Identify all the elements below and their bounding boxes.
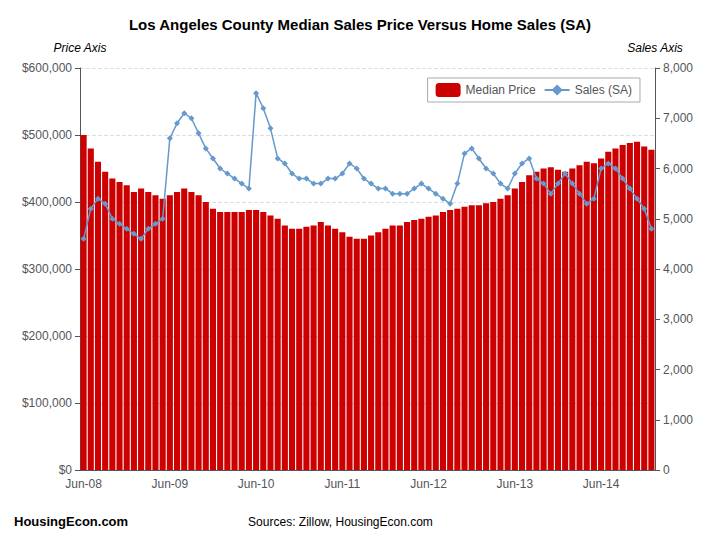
svg-text:Jun-10: Jun-10 xyxy=(238,477,275,491)
svg-text:2,000: 2,000 xyxy=(663,363,693,377)
svg-text:4,000: 4,000 xyxy=(663,262,693,276)
svg-text:0: 0 xyxy=(663,463,670,477)
svg-text:Jun-09: Jun-09 xyxy=(151,477,188,491)
svg-text:Sales Axis: Sales Axis xyxy=(627,41,683,55)
svg-text:Jun-12: Jun-12 xyxy=(410,477,447,491)
svg-text:3,000: 3,000 xyxy=(663,312,693,326)
svg-text:Sources: Zillow, HousingEcon.c: Sources: Zillow, HousingEcon.com xyxy=(248,515,433,529)
svg-text:5,000: 5,000 xyxy=(663,212,693,226)
svg-text:Los Angeles County Median Sale: Los Angeles County Median Sales Price Ve… xyxy=(129,16,591,33)
svg-text:6,000: 6,000 xyxy=(663,162,693,176)
svg-text:Jun-08: Jun-08 xyxy=(65,477,102,491)
svg-text:$300,000: $300,000 xyxy=(22,262,72,276)
svg-text:Jun-11: Jun-11 xyxy=(324,477,360,491)
svg-text:Sales (SA): Sales (SA) xyxy=(575,83,632,97)
svg-text:8,000: 8,000 xyxy=(663,61,693,75)
svg-text:$500,000: $500,000 xyxy=(22,128,72,142)
svg-text:$100,000: $100,000 xyxy=(22,396,72,410)
svg-text:Median Price: Median Price xyxy=(466,83,536,97)
svg-text:$400,000: $400,000 xyxy=(22,195,72,209)
svg-text:Housing: Housing xyxy=(14,514,66,529)
svg-text:7,000: 7,000 xyxy=(663,111,693,125)
svg-text:$200,000: $200,000 xyxy=(22,329,72,343)
svg-text:1,000: 1,000 xyxy=(663,413,693,427)
svg-text:Jun-13: Jun-13 xyxy=(496,477,533,491)
svg-text:$0: $0 xyxy=(59,463,73,477)
svg-text:Price Axis: Price Axis xyxy=(54,41,107,55)
svg-text:Jun-14: Jun-14 xyxy=(583,477,620,491)
svg-text:$600,000: $600,000 xyxy=(22,61,72,75)
svg-text:Econ.com: Econ.com xyxy=(66,514,128,529)
